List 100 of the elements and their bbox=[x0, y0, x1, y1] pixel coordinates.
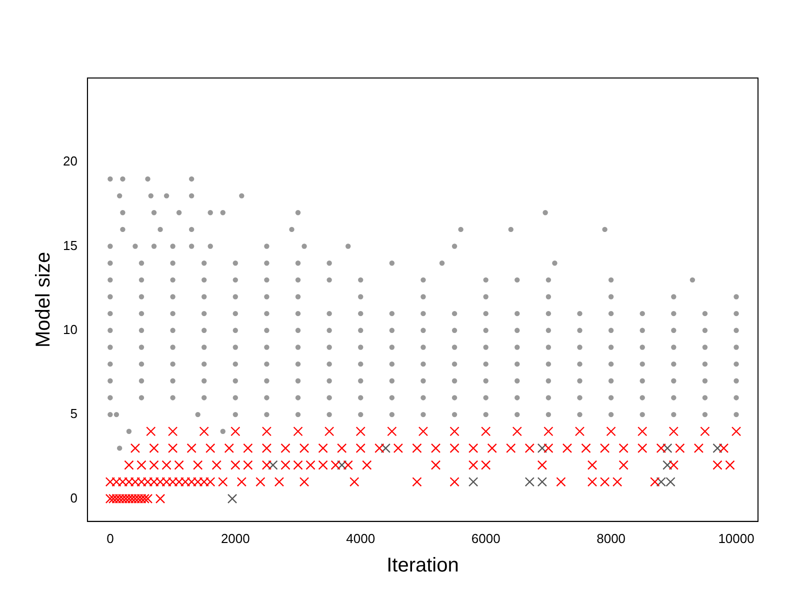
point bbox=[227, 494, 238, 504]
x-axis-title: Iteration bbox=[386, 554, 459, 577]
point bbox=[380, 443, 391, 454]
point bbox=[450, 426, 460, 436]
point bbox=[324, 426, 334, 436]
y-axis-title: Model size bbox=[32, 252, 55, 348]
point bbox=[374, 443, 384, 454]
y-tick-label: 0 bbox=[70, 490, 78, 506]
point bbox=[700, 426, 710, 436]
point bbox=[600, 443, 610, 454]
point bbox=[640, 412, 645, 418]
point bbox=[544, 443, 554, 454]
point bbox=[393, 443, 404, 454]
point bbox=[712, 443, 722, 454]
point bbox=[666, 477, 676, 487]
point bbox=[318, 443, 328, 454]
y-tick-label: 20 bbox=[62, 154, 78, 169]
point bbox=[195, 412, 200, 418]
point bbox=[199, 426, 209, 436]
point bbox=[356, 443, 366, 454]
x-tick-label: 8000 bbox=[596, 530, 626, 546]
point bbox=[232, 412, 238, 418]
y-tick-label: 15 bbox=[62, 238, 78, 253]
point bbox=[168, 443, 178, 454]
point bbox=[168, 426, 178, 436]
point bbox=[186, 443, 196, 454]
point bbox=[450, 443, 460, 454]
y-tick-label: 10 bbox=[62, 322, 78, 337]
point bbox=[694, 443, 704, 454]
point bbox=[512, 426, 522, 436]
point bbox=[662, 460, 672, 470]
point bbox=[146, 426, 156, 436]
point bbox=[268, 460, 278, 470]
point bbox=[230, 426, 240, 436]
point bbox=[483, 412, 488, 418]
point bbox=[514, 412, 520, 418]
point bbox=[149, 443, 159, 454]
point bbox=[389, 412, 395, 418]
point bbox=[452, 412, 458, 418]
point bbox=[430, 443, 441, 454]
point bbox=[544, 426, 554, 436]
x-tick-label: 2000 bbox=[220, 530, 250, 546]
point bbox=[295, 412, 301, 418]
point bbox=[114, 412, 120, 418]
point bbox=[487, 443, 497, 454]
point bbox=[480, 426, 491, 436]
point bbox=[356, 426, 366, 436]
point bbox=[718, 443, 729, 454]
x-tick-label: 0 bbox=[106, 530, 114, 546]
point bbox=[468, 443, 478, 454]
point bbox=[608, 412, 614, 418]
point bbox=[638, 443, 648, 454]
point bbox=[418, 426, 428, 436]
point bbox=[524, 443, 535, 454]
point bbox=[671, 412, 676, 418]
point bbox=[668, 426, 679, 436]
x-tick-label: 6000 bbox=[471, 530, 500, 546]
point bbox=[336, 443, 347, 454]
point bbox=[130, 443, 140, 454]
point bbox=[638, 426, 648, 436]
point bbox=[731, 426, 742, 436]
point bbox=[224, 443, 234, 454]
point bbox=[262, 443, 272, 454]
point bbox=[562, 443, 572, 454]
point bbox=[524, 477, 535, 487]
point bbox=[126, 428, 132, 434]
point bbox=[326, 412, 332, 418]
point bbox=[293, 426, 303, 436]
point bbox=[262, 426, 272, 436]
y-tick-label: 5 bbox=[70, 406, 78, 422]
point bbox=[108, 412, 113, 418]
point bbox=[468, 477, 478, 487]
point bbox=[264, 412, 270, 418]
point bbox=[280, 443, 290, 454]
point bbox=[656, 443, 666, 454]
point bbox=[546, 412, 552, 418]
point bbox=[618, 443, 628, 454]
point bbox=[116, 446, 122, 451]
point bbox=[675, 443, 685, 454]
point bbox=[358, 412, 364, 418]
point bbox=[662, 443, 672, 454]
point bbox=[537, 477, 548, 487]
point bbox=[577, 412, 582, 418]
point bbox=[220, 428, 226, 434]
point bbox=[574, 426, 585, 436]
point bbox=[243, 443, 253, 454]
point bbox=[581, 443, 591, 454]
point bbox=[606, 426, 616, 436]
point bbox=[299, 443, 310, 454]
point bbox=[506, 443, 516, 454]
point bbox=[387, 426, 397, 436]
point bbox=[537, 443, 548, 454]
x-tick-label: 10000 bbox=[718, 530, 754, 546]
point bbox=[206, 443, 216, 454]
point bbox=[420, 412, 426, 418]
point bbox=[734, 412, 739, 418]
point bbox=[336, 460, 347, 470]
x-tick-label: 4000 bbox=[346, 530, 376, 546]
point bbox=[412, 443, 422, 454]
point bbox=[656, 477, 666, 487]
